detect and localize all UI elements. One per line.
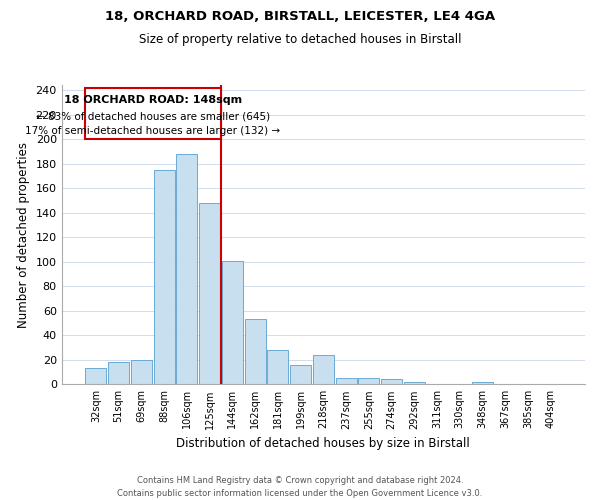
X-axis label: Distribution of detached houses by size in Birstall: Distribution of detached houses by size … <box>176 437 470 450</box>
Text: 18, ORCHARD ROAD, BIRSTALL, LEICESTER, LE4 4GA: 18, ORCHARD ROAD, BIRSTALL, LEICESTER, L… <box>105 10 495 23</box>
Bar <box>85 368 106 384</box>
Text: ← 83% of detached houses are smaller (645): ← 83% of detached houses are smaller (64… <box>35 111 270 121</box>
Text: 18 ORCHARD ROAD: 148sqm: 18 ORCHARD ROAD: 148sqm <box>64 96 242 106</box>
Bar <box>335 378 356 384</box>
Bar <box>290 364 311 384</box>
Bar <box>404 382 425 384</box>
Text: Size of property relative to detached houses in Birstall: Size of property relative to detached ho… <box>139 32 461 46</box>
Bar <box>199 203 220 384</box>
Bar <box>108 362 129 384</box>
Bar <box>472 382 493 384</box>
Bar <box>245 320 266 384</box>
Bar <box>381 380 402 384</box>
Y-axis label: Number of detached properties: Number of detached properties <box>17 142 30 328</box>
Text: Contains HM Land Registry data © Crown copyright and database right 2024.
Contai: Contains HM Land Registry data © Crown c… <box>118 476 482 498</box>
Bar <box>176 154 197 384</box>
Bar <box>313 355 334 384</box>
Bar <box>268 350 288 384</box>
Bar <box>222 260 243 384</box>
Bar <box>154 170 175 384</box>
Bar <box>131 360 152 384</box>
Text: 17% of semi-detached houses are larger (132) →: 17% of semi-detached houses are larger (… <box>25 126 280 136</box>
FancyBboxPatch shape <box>85 88 221 140</box>
Bar <box>358 378 379 384</box>
